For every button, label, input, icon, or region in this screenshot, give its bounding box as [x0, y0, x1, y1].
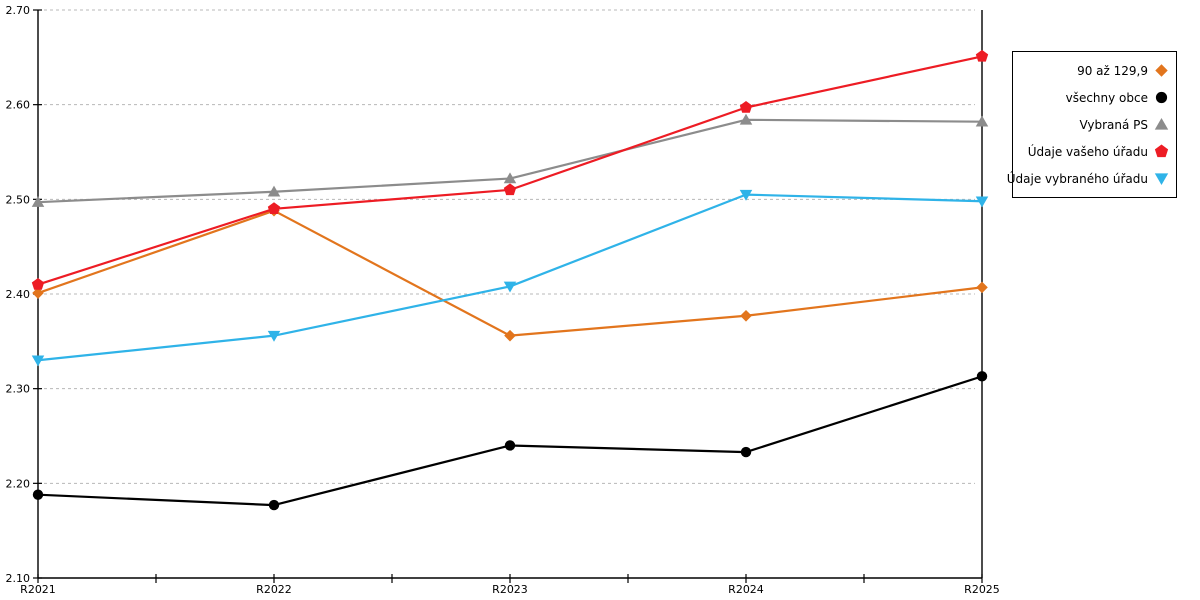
legend-label: 90 až 129,9 — [1077, 63, 1148, 78]
data-point-marker — [739, 101, 753, 113]
data-point-marker — [740, 309, 752, 322]
legend-label: Údaje vybraného úřadu — [1006, 171, 1148, 186]
data-point-marker — [739, 113, 753, 125]
data-point-marker — [504, 329, 516, 342]
pentagon-legend-icon — [1154, 144, 1169, 158]
data-point-marker — [739, 189, 753, 201]
data-point-marker — [267, 185, 281, 197]
triangle-up-shape — [1154, 117, 1169, 130]
legend-entry: Údaje vašeho úřadu — [1017, 144, 1169, 159]
legend: 90 až 129,9 všechny obce Vybraná PS Údaje v… — [1007, 51, 1177, 198]
y-tick-label: 2.30 — [6, 383, 31, 396]
data-point-marker — [504, 440, 516, 451]
legend-label: všechny obce — [1065, 90, 1148, 105]
data-point-marker — [975, 49, 989, 62]
y-tick-label: 2.70 — [6, 4, 31, 17]
series-line — [36, 209, 984, 337]
data-point-marker — [31, 278, 45, 290]
data-point-marker — [267, 330, 281, 342]
data-point-marker — [975, 196, 989, 208]
data-point-marker — [32, 489, 44, 500]
x-tick-label: R2024 — [728, 583, 764, 596]
legend-label: Vybraná PS — [1079, 117, 1148, 132]
circle-shape — [1155, 91, 1168, 104]
data-point-marker — [31, 355, 45, 367]
x-tick-label: R2021 — [20, 583, 56, 596]
y-tick-label: 2.60 — [6, 99, 31, 112]
data-point-marker — [503, 183, 517, 196]
series-line — [36, 55, 984, 286]
triangle-down-legend-icon — [1154, 173, 1169, 186]
legend-entry: Údaje vybraného úřadu — [1007, 171, 1169, 186]
triangle-up-legend-icon — [1154, 117, 1169, 130]
legend-entry: všechny obce — [1017, 90, 1169, 105]
legend-label: Údaje vašeho úřadu — [1027, 144, 1148, 159]
data-point-marker — [975, 115, 989, 127]
y-tick-label: 2.20 — [6, 477, 31, 490]
x-tick-label: R2023 — [492, 583, 528, 596]
legend-entry: 90 až 129,9 — [1017, 63, 1169, 78]
x-tick-label: R2022 — [256, 583, 292, 596]
circle-legend-icon — [1155, 91, 1168, 104]
diamond-shape — [1155, 64, 1168, 77]
data-point-marker — [31, 196, 45, 207]
data-point-marker — [32, 287, 44, 299]
data-point-marker — [267, 202, 281, 215]
y-tick-label: 2.10 — [6, 572, 31, 585]
legend-entry: Vybraná PS — [1017, 117, 1169, 132]
data-point-marker — [740, 446, 752, 458]
data-point-marker — [503, 281, 517, 293]
x-tick-label: R2025 — [964, 583, 1000, 596]
pentagon-shape — [1154, 144, 1169, 158]
data-point-marker — [976, 371, 988, 382]
diamond-legend-icon — [1155, 64, 1168, 77]
data-point-marker — [976, 281, 988, 294]
y-tick-label: 2.50 — [6, 193, 31, 206]
triangle-down-shape — [1154, 173, 1169, 186]
y-tick-label: 2.40 — [6, 288, 31, 301]
data-point-marker — [503, 172, 517, 184]
data-point-marker — [268, 499, 280, 511]
